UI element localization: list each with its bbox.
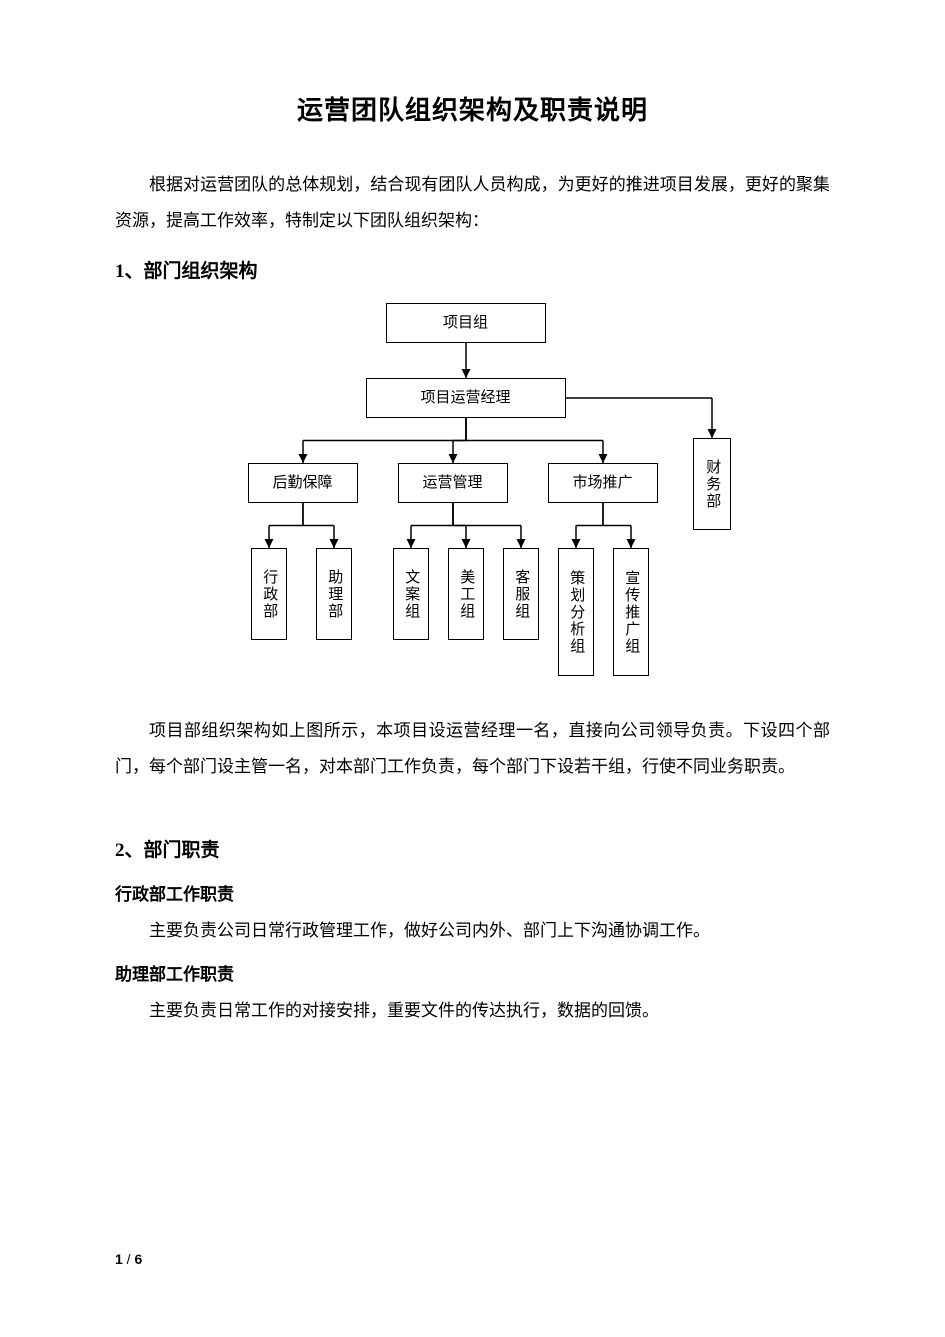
org-node-strategy: 策划分析组: [558, 548, 594, 676]
org-node-service: 客服组: [503, 548, 539, 640]
org-node-copy: 文案组: [393, 548, 429, 640]
page-total: 6: [134, 1251, 142, 1267]
org-chart-container: 项目组项目运营经理后勤保障运营管理市场推广财务部行政部助理部 文案组美工组客服组策…: [115, 303, 830, 683]
page-sep: /: [123, 1251, 135, 1267]
section1-heading: 1、部门组织架构: [115, 256, 830, 283]
dept2-heading: 助理部工作职责: [115, 960, 830, 985]
org-chart: 项目组项目运营经理后勤保障运营管理市场推广财务部行政部助理部 文案组美工组客服组策…: [193, 303, 753, 683]
org-node-assist: 助理部: [316, 548, 352, 640]
org-node-design: 美工组: [448, 548, 484, 640]
dept1-body: 主要负责公司日常行政管理工作，做好公司内外、部门上下沟通协调工作。: [115, 913, 830, 949]
org-node-logistics: 后勤保障: [248, 463, 358, 503]
section2-heading: 2、部门职责: [115, 835, 830, 862]
org-node-finance: 财务部: [693, 438, 731, 530]
org-node-promo: 宣传推广组: [613, 548, 649, 676]
org-node-root: 项目组: [386, 303, 546, 343]
org-node-ops: 运营管理: [398, 463, 508, 503]
page-title: 运营团队组织架构及职责说明: [115, 90, 830, 127]
intro-paragraph: 根据对运营团队的总体规划，结合现有团队人员构成，为更好的推进项目发展，更好的聚集…: [115, 167, 830, 238]
dept1-heading: 行政部工作职责: [115, 880, 830, 905]
page-current: 1: [115, 1251, 123, 1267]
org-node-admin: 行政部: [251, 548, 287, 640]
org-node-manager: 项目运营经理: [366, 378, 566, 418]
section1-body: 项目部组织架构如上图所示，本项目设运营经理一名，直接向公司领导负责。下设四个部门…: [115, 713, 830, 784]
org-node-marketing: 市场推广: [548, 463, 658, 503]
page-footer: 1 / 6: [115, 1251, 142, 1267]
dept2-body: 主要负责日常工作的对接安排，重要文件的传达执行，数据的回馈。: [115, 993, 830, 1029]
